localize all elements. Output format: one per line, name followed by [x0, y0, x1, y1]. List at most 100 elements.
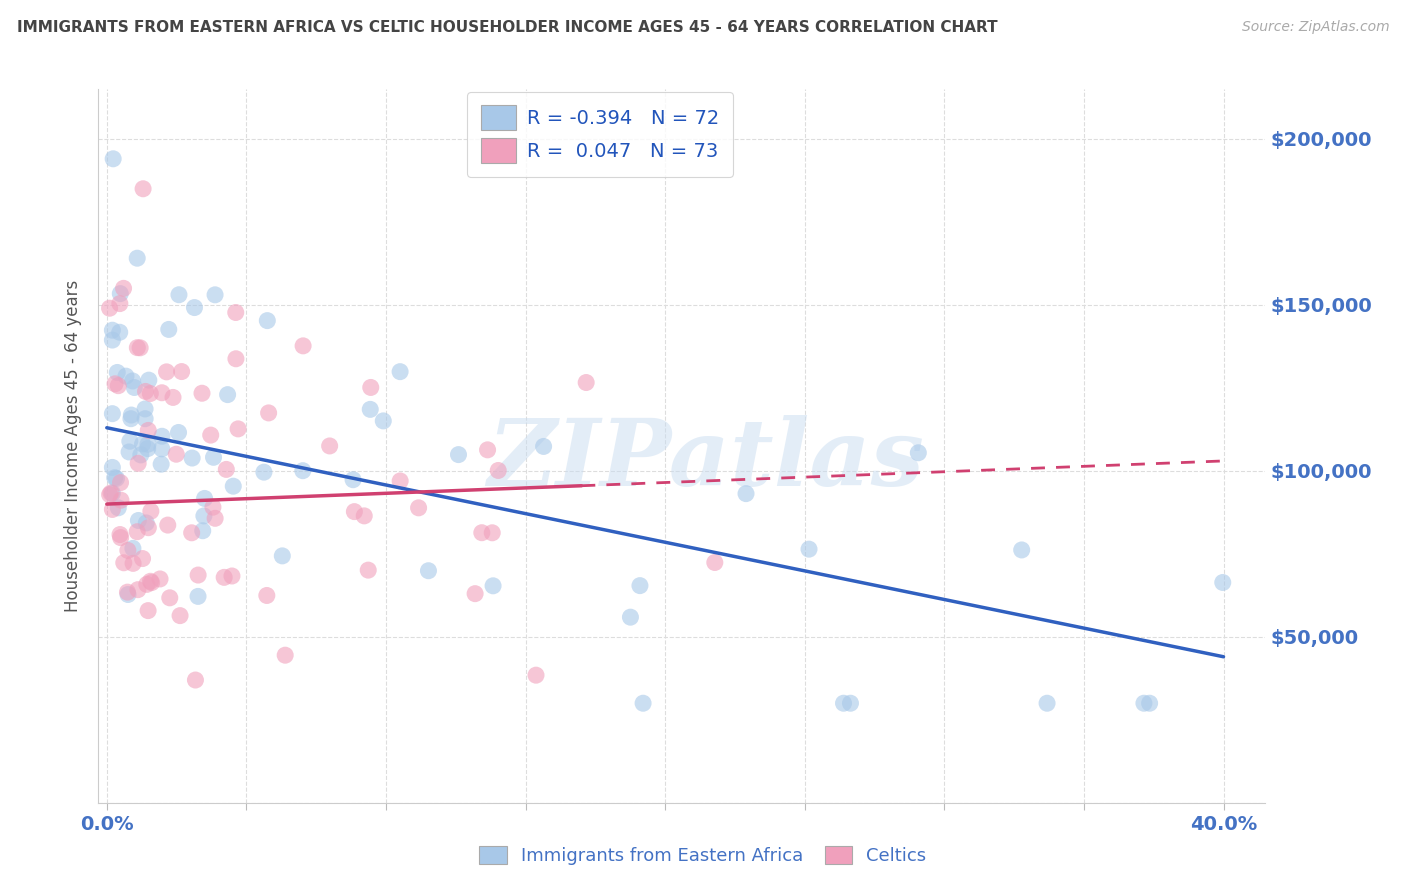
- Point: [127, 513, 149, 527]
- Point: [162, 391, 184, 405]
- Point: [121, 374, 143, 388]
- Point: [389, 474, 412, 488]
- Point: [101, 502, 124, 516]
- Point: [342, 473, 364, 487]
- Text: Source: ZipAtlas.com: Source: ZipAtlas.com: [1241, 20, 1389, 34]
- Point: [124, 380, 146, 394]
- Point: [471, 525, 494, 540]
- Point: [104, 471, 127, 485]
- Point: [225, 351, 247, 366]
- Point: [122, 541, 145, 556]
- Point: [1139, 696, 1161, 710]
- Point: [120, 411, 142, 425]
- Point: [118, 445, 141, 459]
- Point: [110, 493, 132, 508]
- Point: [318, 439, 340, 453]
- Point: [481, 525, 503, 540]
- Point: [127, 341, 149, 355]
- Point: [191, 386, 214, 401]
- Point: [136, 604, 159, 618]
- Point: [187, 590, 209, 604]
- Point: [135, 384, 157, 399]
- Point: [136, 442, 159, 456]
- Point: [104, 376, 127, 391]
- Point: [101, 486, 124, 500]
- Point: [101, 152, 124, 166]
- Point: [115, 369, 138, 384]
- Point: [110, 286, 132, 301]
- Point: [201, 500, 224, 515]
- Point: [486, 463, 509, 477]
- Point: [631, 696, 654, 710]
- Point: [131, 551, 153, 566]
- Legend: R = -0.394   N = 72, R =  0.047   N = 73: R = -0.394 N = 72, R = 0.047 N = 73: [467, 92, 734, 177]
- Point: [108, 296, 131, 310]
- Point: [127, 251, 149, 265]
- Point: [408, 500, 430, 515]
- Point: [112, 556, 135, 570]
- Point: [343, 505, 366, 519]
- Point: [132, 182, 155, 196]
- Point: [135, 516, 157, 530]
- Point: [170, 365, 193, 379]
- Point: [222, 479, 245, 493]
- Point: [256, 313, 278, 327]
- Point: [1011, 543, 1033, 558]
- Point: [524, 668, 547, 682]
- Point: [291, 464, 314, 478]
- Point: [187, 568, 209, 582]
- Point: [129, 448, 152, 462]
- Point: [1212, 575, 1234, 590]
- Point: [274, 648, 297, 663]
- Point: [225, 305, 247, 319]
- Y-axis label: Householder Income Ages 45 - 64 years: Householder Income Ages 45 - 64 years: [65, 280, 83, 612]
- Point: [110, 531, 132, 545]
- Point: [105, 471, 128, 485]
- Point: [180, 525, 202, 540]
- Point: [101, 323, 124, 337]
- Point: [292, 339, 315, 353]
- Point: [98, 487, 121, 501]
- Point: [735, 486, 758, 500]
- Point: [141, 575, 163, 590]
- Point: [221, 569, 243, 583]
- Point: [134, 411, 156, 425]
- Point: [202, 450, 225, 465]
- Point: [204, 288, 226, 302]
- Point: [533, 439, 555, 453]
- Point: [107, 500, 129, 515]
- Point: [832, 696, 855, 710]
- Point: [359, 402, 381, 417]
- Point: [373, 414, 395, 428]
- Point: [226, 422, 249, 436]
- Point: [105, 366, 128, 380]
- Point: [110, 475, 132, 490]
- Point: [138, 373, 160, 387]
- Point: [98, 301, 121, 316]
- Point: [839, 696, 862, 710]
- Point: [157, 322, 180, 336]
- Point: [253, 465, 276, 479]
- Point: [101, 333, 124, 347]
- Text: IMMIGRANTS FROM EASTERN AFRICA VS CELTIC HOUSEHOLDER INCOME AGES 45 - 64 YEARS C: IMMIGRANTS FROM EASTERN AFRICA VS CELTIC…: [17, 20, 997, 35]
- Point: [156, 518, 179, 533]
- Point: [256, 589, 278, 603]
- Point: [100, 486, 122, 500]
- Point: [117, 585, 139, 599]
- Point: [271, 549, 294, 563]
- Point: [194, 491, 217, 506]
- Point: [139, 386, 162, 401]
- Point: [122, 557, 145, 571]
- Point: [150, 385, 173, 400]
- Point: [127, 456, 149, 470]
- Point: [167, 425, 190, 440]
- Legend: Immigrants from Eastern Africa, Celtics: Immigrants from Eastern Africa, Celtics: [472, 838, 934, 872]
- Point: [150, 442, 173, 456]
- Point: [181, 450, 204, 465]
- Point: [907, 446, 929, 460]
- Point: [169, 608, 191, 623]
- Point: [1036, 696, 1059, 710]
- Point: [101, 407, 124, 421]
- Point: [360, 380, 382, 394]
- Point: [200, 428, 222, 442]
